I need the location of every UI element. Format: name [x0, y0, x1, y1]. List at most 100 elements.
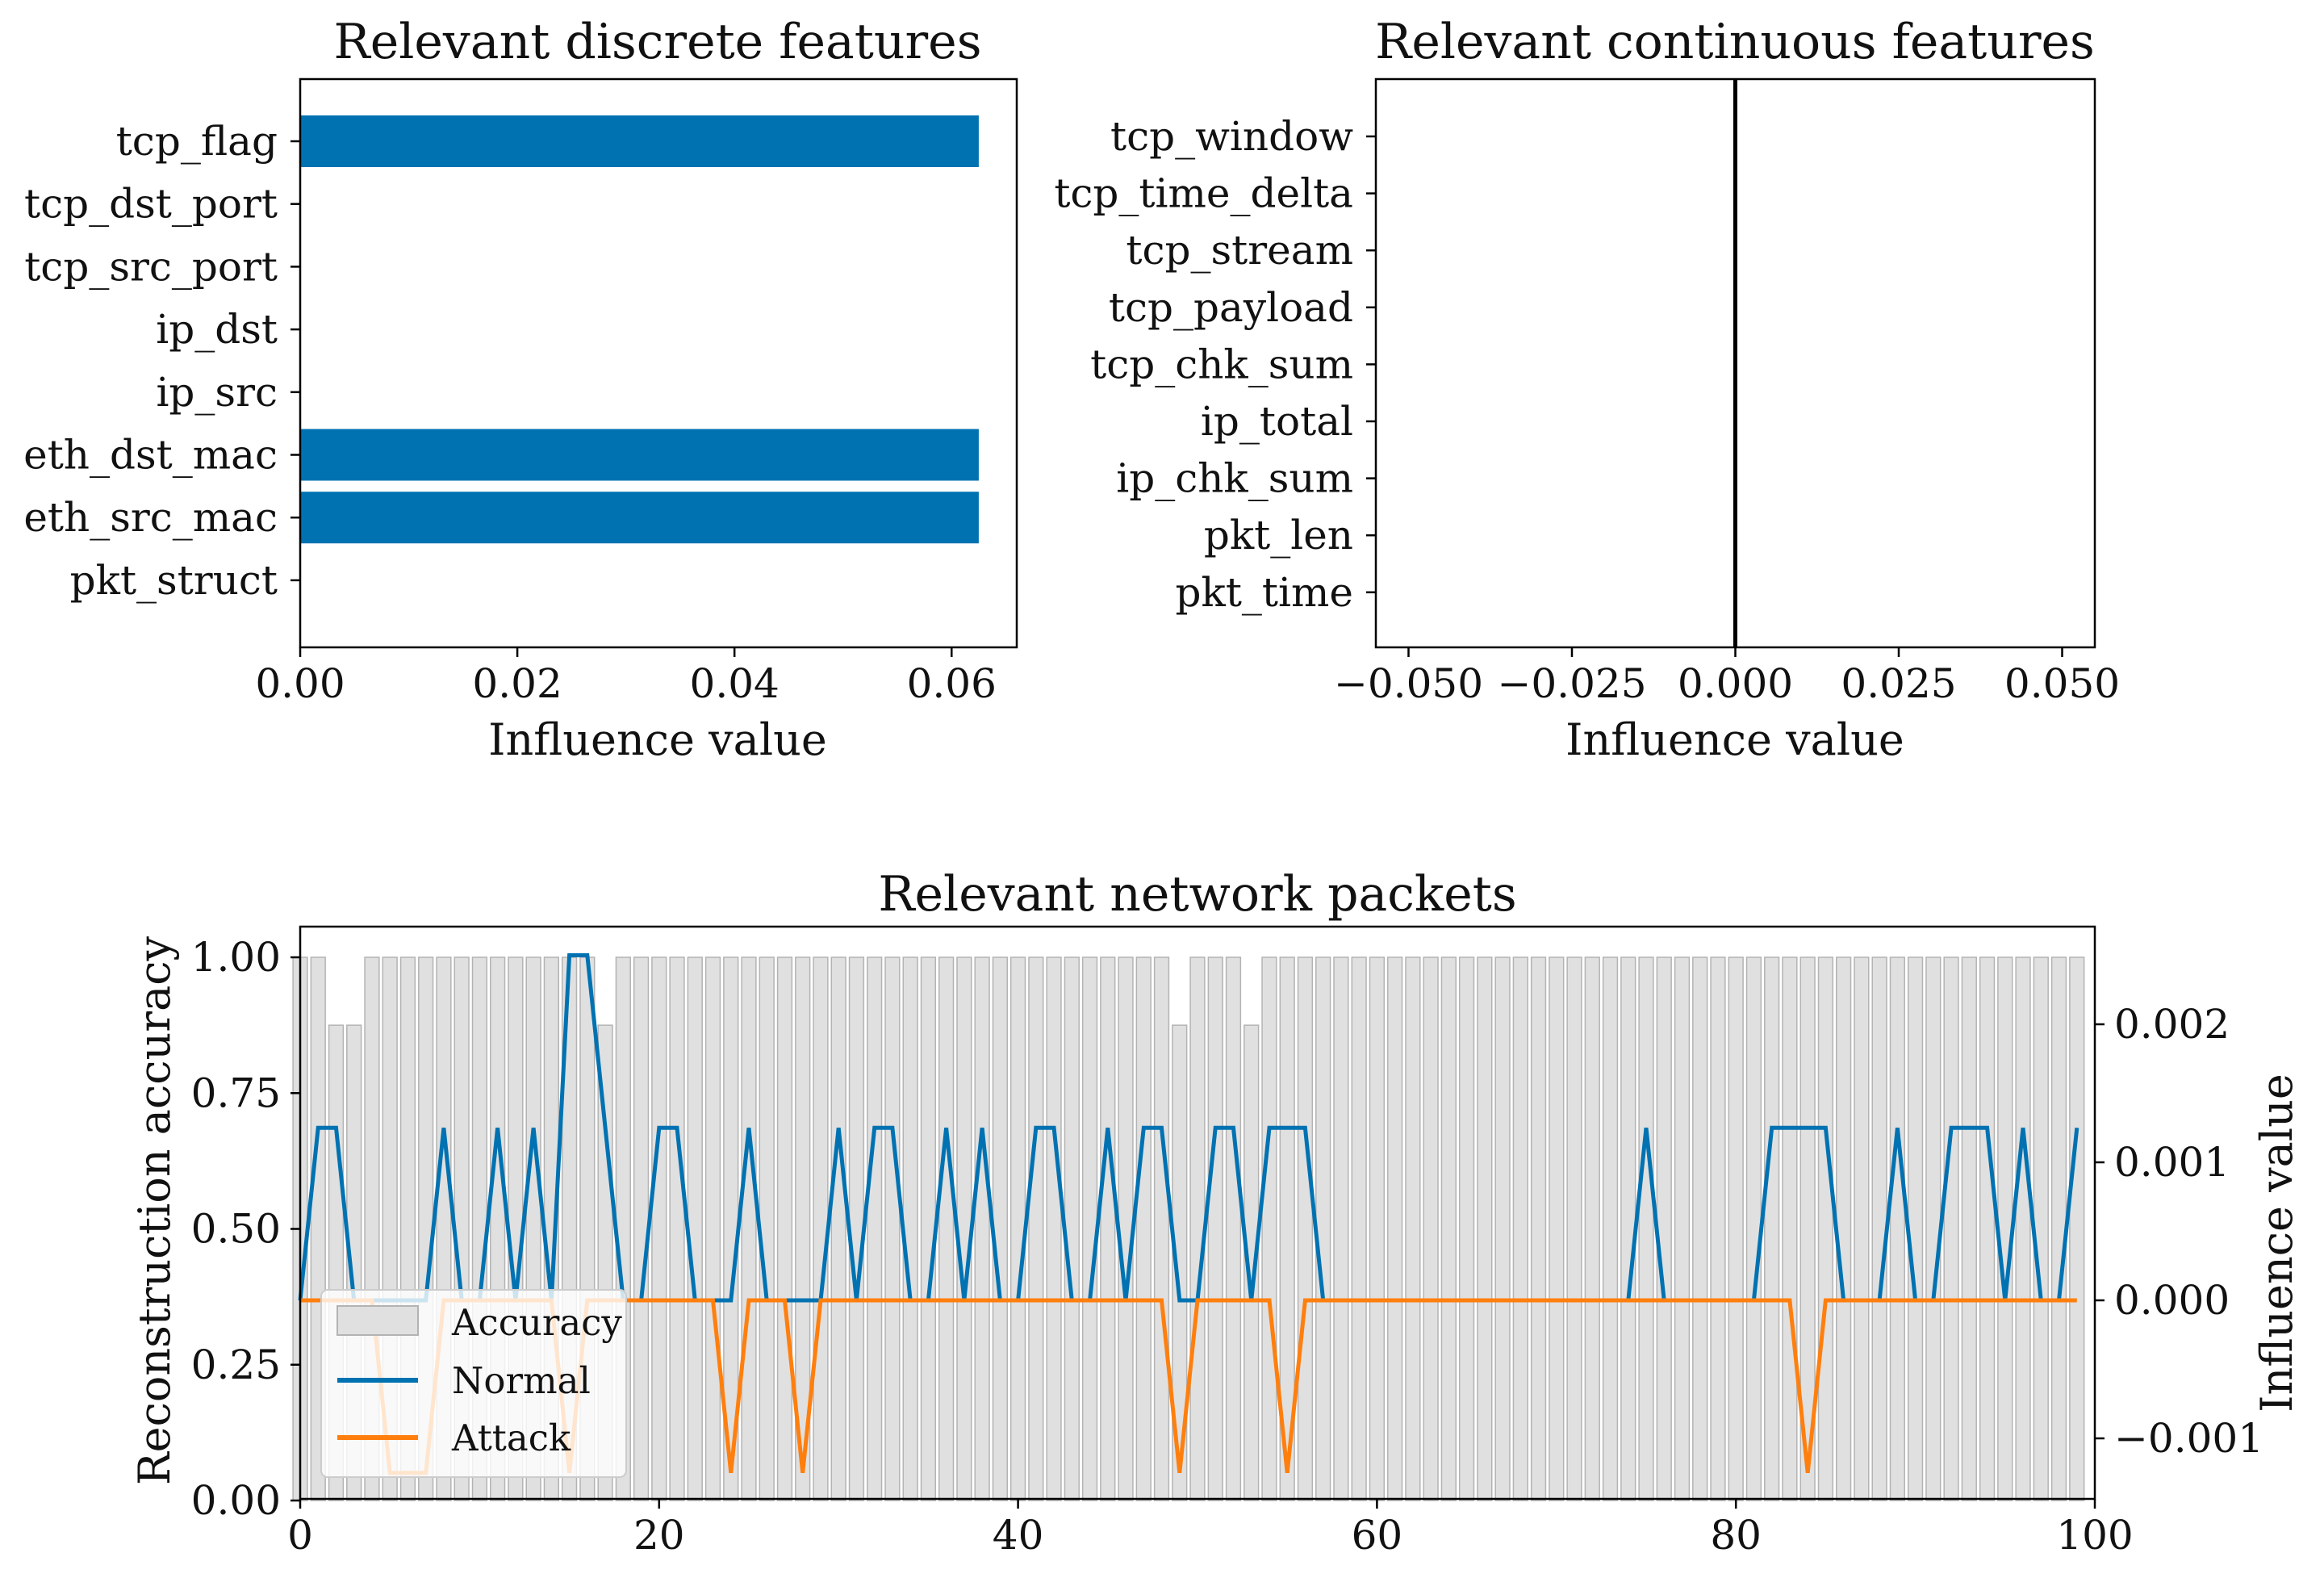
accuracy-bar	[1315, 956, 1331, 1501]
continuous-label-ip_chk_sum: ip_chk_sum	[1116, 455, 1353, 502]
accuracy-bar	[704, 956, 721, 1501]
packets-y2tick-label: 0.001	[2114, 1139, 2230, 1186]
accuracy-bar	[1046, 956, 1062, 1501]
discrete-label-tcp_src_port: tcp_src_port	[24, 243, 278, 290]
packets-right-y-axis-label: Influence value	[2251, 1074, 2302, 1413]
accuracy-bar	[1494, 956, 1511, 1501]
accuracy-bar	[848, 956, 865, 1501]
accuracy-bar	[1961, 956, 1977, 1501]
accuracy-bar	[1728, 956, 1744, 1501]
accuracy-bar	[651, 956, 667, 1501]
accuracy-bars	[292, 956, 2085, 1501]
accuracy-bar	[902, 956, 918, 1501]
legend: Accuracy Normal Attack	[320, 1289, 627, 1478]
accuracy-bar	[1207, 956, 1223, 1501]
accuracy-bar	[974, 956, 990, 1501]
accuracy-bar	[1692, 956, 1708, 1501]
continuous-label-tcp_payload: tcp_payload	[1109, 284, 1353, 331]
discrete-bar-tcp_flag	[300, 115, 979, 167]
accuracy-bar	[1028, 956, 1044, 1501]
legend-box	[320, 1289, 627, 1478]
accuracy-bar	[1566, 956, 1582, 1501]
discrete-label-ip_dst: ip_dst	[156, 306, 278, 353]
discrete-xtick-label: 0.06	[907, 660, 997, 707]
discrete-label-tcp_dst_port: tcp_dst_port	[24, 181, 278, 228]
accuracy-bar	[1997, 956, 2013, 1501]
accuracy-bar	[1638, 956, 1654, 1501]
discrete-xtick-label: 0.00	[255, 660, 345, 707]
accuracy-bar	[2069, 956, 2085, 1501]
discrete-label-eth_dst_mac: eth_dst_mac	[23, 432, 278, 479]
accuracy-bar	[1817, 956, 1834, 1501]
continuous-xtick-label: 0.000	[1678, 660, 1793, 707]
accuracy-bar	[938, 956, 955, 1501]
accuracy-bar	[1907, 956, 1924, 1501]
accuracy-bar	[1244, 1024, 1260, 1501]
accuracy-bar	[1602, 956, 1619, 1501]
accuracy-bar	[1297, 956, 1314, 1501]
packets-xtick-label: 0	[287, 1512, 313, 1559]
continuous-xtick-label: 0.025	[1841, 660, 1956, 707]
accuracy-bar	[1764, 956, 1780, 1501]
accuracy-bar	[795, 956, 811, 1501]
accuracy-bar	[687, 956, 703, 1501]
accuracy-bar	[956, 956, 972, 1501]
packets-ytick-label: 0.75	[191, 1069, 281, 1116]
discrete-bar-eth_src_mac	[300, 492, 979, 544]
accuracy-bar	[1745, 956, 1762, 1501]
discrete-bar-eth_dst_mac	[300, 429, 979, 481]
continuous-x-ticks: −0.050 −0.025 0.000 0.025 0.050	[1334, 647, 2120, 707]
accuracy-bar	[813, 956, 829, 1501]
accuracy-bar	[1153, 956, 1170, 1501]
continuous-label-tcp_time_delta: tcp_time_delta	[1054, 170, 1353, 217]
accuracy-bar	[1943, 956, 1959, 1501]
accuracy-bar	[1512, 956, 1528, 1501]
packets-plot-frame	[299, 925, 2096, 1501]
accuracy-bar	[1477, 956, 1493, 1501]
packets-right-y-ticks: −0.001 0.000 0.001 0.002	[2095, 1001, 2263, 1462]
accuracy-bar	[1225, 956, 1242, 1501]
accuracy-bar	[1979, 956, 1996, 1501]
accuracy-bar	[992, 956, 1009, 1501]
accuracy-bar	[1835, 956, 1852, 1501]
discrete-category-labels: tcp_flag tcp_dst_port tcp_src_port ip_dstip…	[23, 118, 300, 604]
continuous-plot-frame	[1374, 77, 2096, 649]
accuracy-bar	[1674, 956, 1691, 1501]
continuous-chart-title: Relevant continuous features	[1375, 14, 2095, 70]
discrete-label-tcp_flag: tcp_flag	[116, 118, 278, 165]
discrete-x-axis-label: Influence value	[488, 714, 827, 765]
accuracy-bar	[2015, 956, 2031, 1501]
accuracy-bar	[1584, 956, 1600, 1501]
discrete-chart-title: Relevant discrete features	[334, 14, 982, 70]
accuracy-bar	[830, 956, 846, 1501]
packets-ytick-label: 0.50	[191, 1206, 281, 1253]
continuous-label-pkt_time: pkt_time	[1176, 569, 1353, 616]
accuracy-bar	[1100, 956, 1116, 1501]
accuracy-bar	[1530, 956, 1547, 1501]
accuracy-bar	[1135, 956, 1152, 1501]
accuracy-bar	[1799, 956, 1816, 1501]
network-packets-chart: Relevant network packets 0 20 40 60 80 100 0.…	[129, 866, 2302, 1559]
discrete-label-eth_src_mac: eth_src_mac	[23, 494, 278, 541]
accuracy-bar	[1351, 956, 1367, 1501]
packets-left-y-axis-label: Reconstruction accuracy	[129, 935, 180, 1485]
packets-x-ticks: 0 20 40 60 80 100	[287, 1499, 2134, 1559]
discrete-features-chart: Relevant discrete features tcp_flag tcp_d…	[23, 14, 1018, 765]
accuracy-bar	[1189, 956, 1206, 1501]
accuracy-bar	[1620, 956, 1636, 1501]
accuracy-bar	[1549, 956, 1565, 1501]
accuracy-bar	[1925, 956, 1942, 1501]
continuous-xtick-label: −0.050	[1334, 660, 1483, 707]
discrete-xtick-label: 0.04	[690, 660, 780, 707]
accuracy-bar	[1279, 956, 1295, 1501]
continuous-xtick-label: −0.025	[1497, 660, 1646, 707]
accuracy-bar	[741, 956, 757, 1501]
packets-y2tick-label: 0.002	[2114, 1001, 2230, 1048]
legend-accuracy-label: Accuracy	[451, 1301, 622, 1344]
accuracy-bar	[1656, 956, 1672, 1501]
accuracy-bar	[1369, 956, 1386, 1501]
packets-xtick-label: 40	[993, 1512, 1044, 1559]
accuracy-bar	[1710, 956, 1726, 1501]
accuracy-bar	[669, 956, 685, 1501]
